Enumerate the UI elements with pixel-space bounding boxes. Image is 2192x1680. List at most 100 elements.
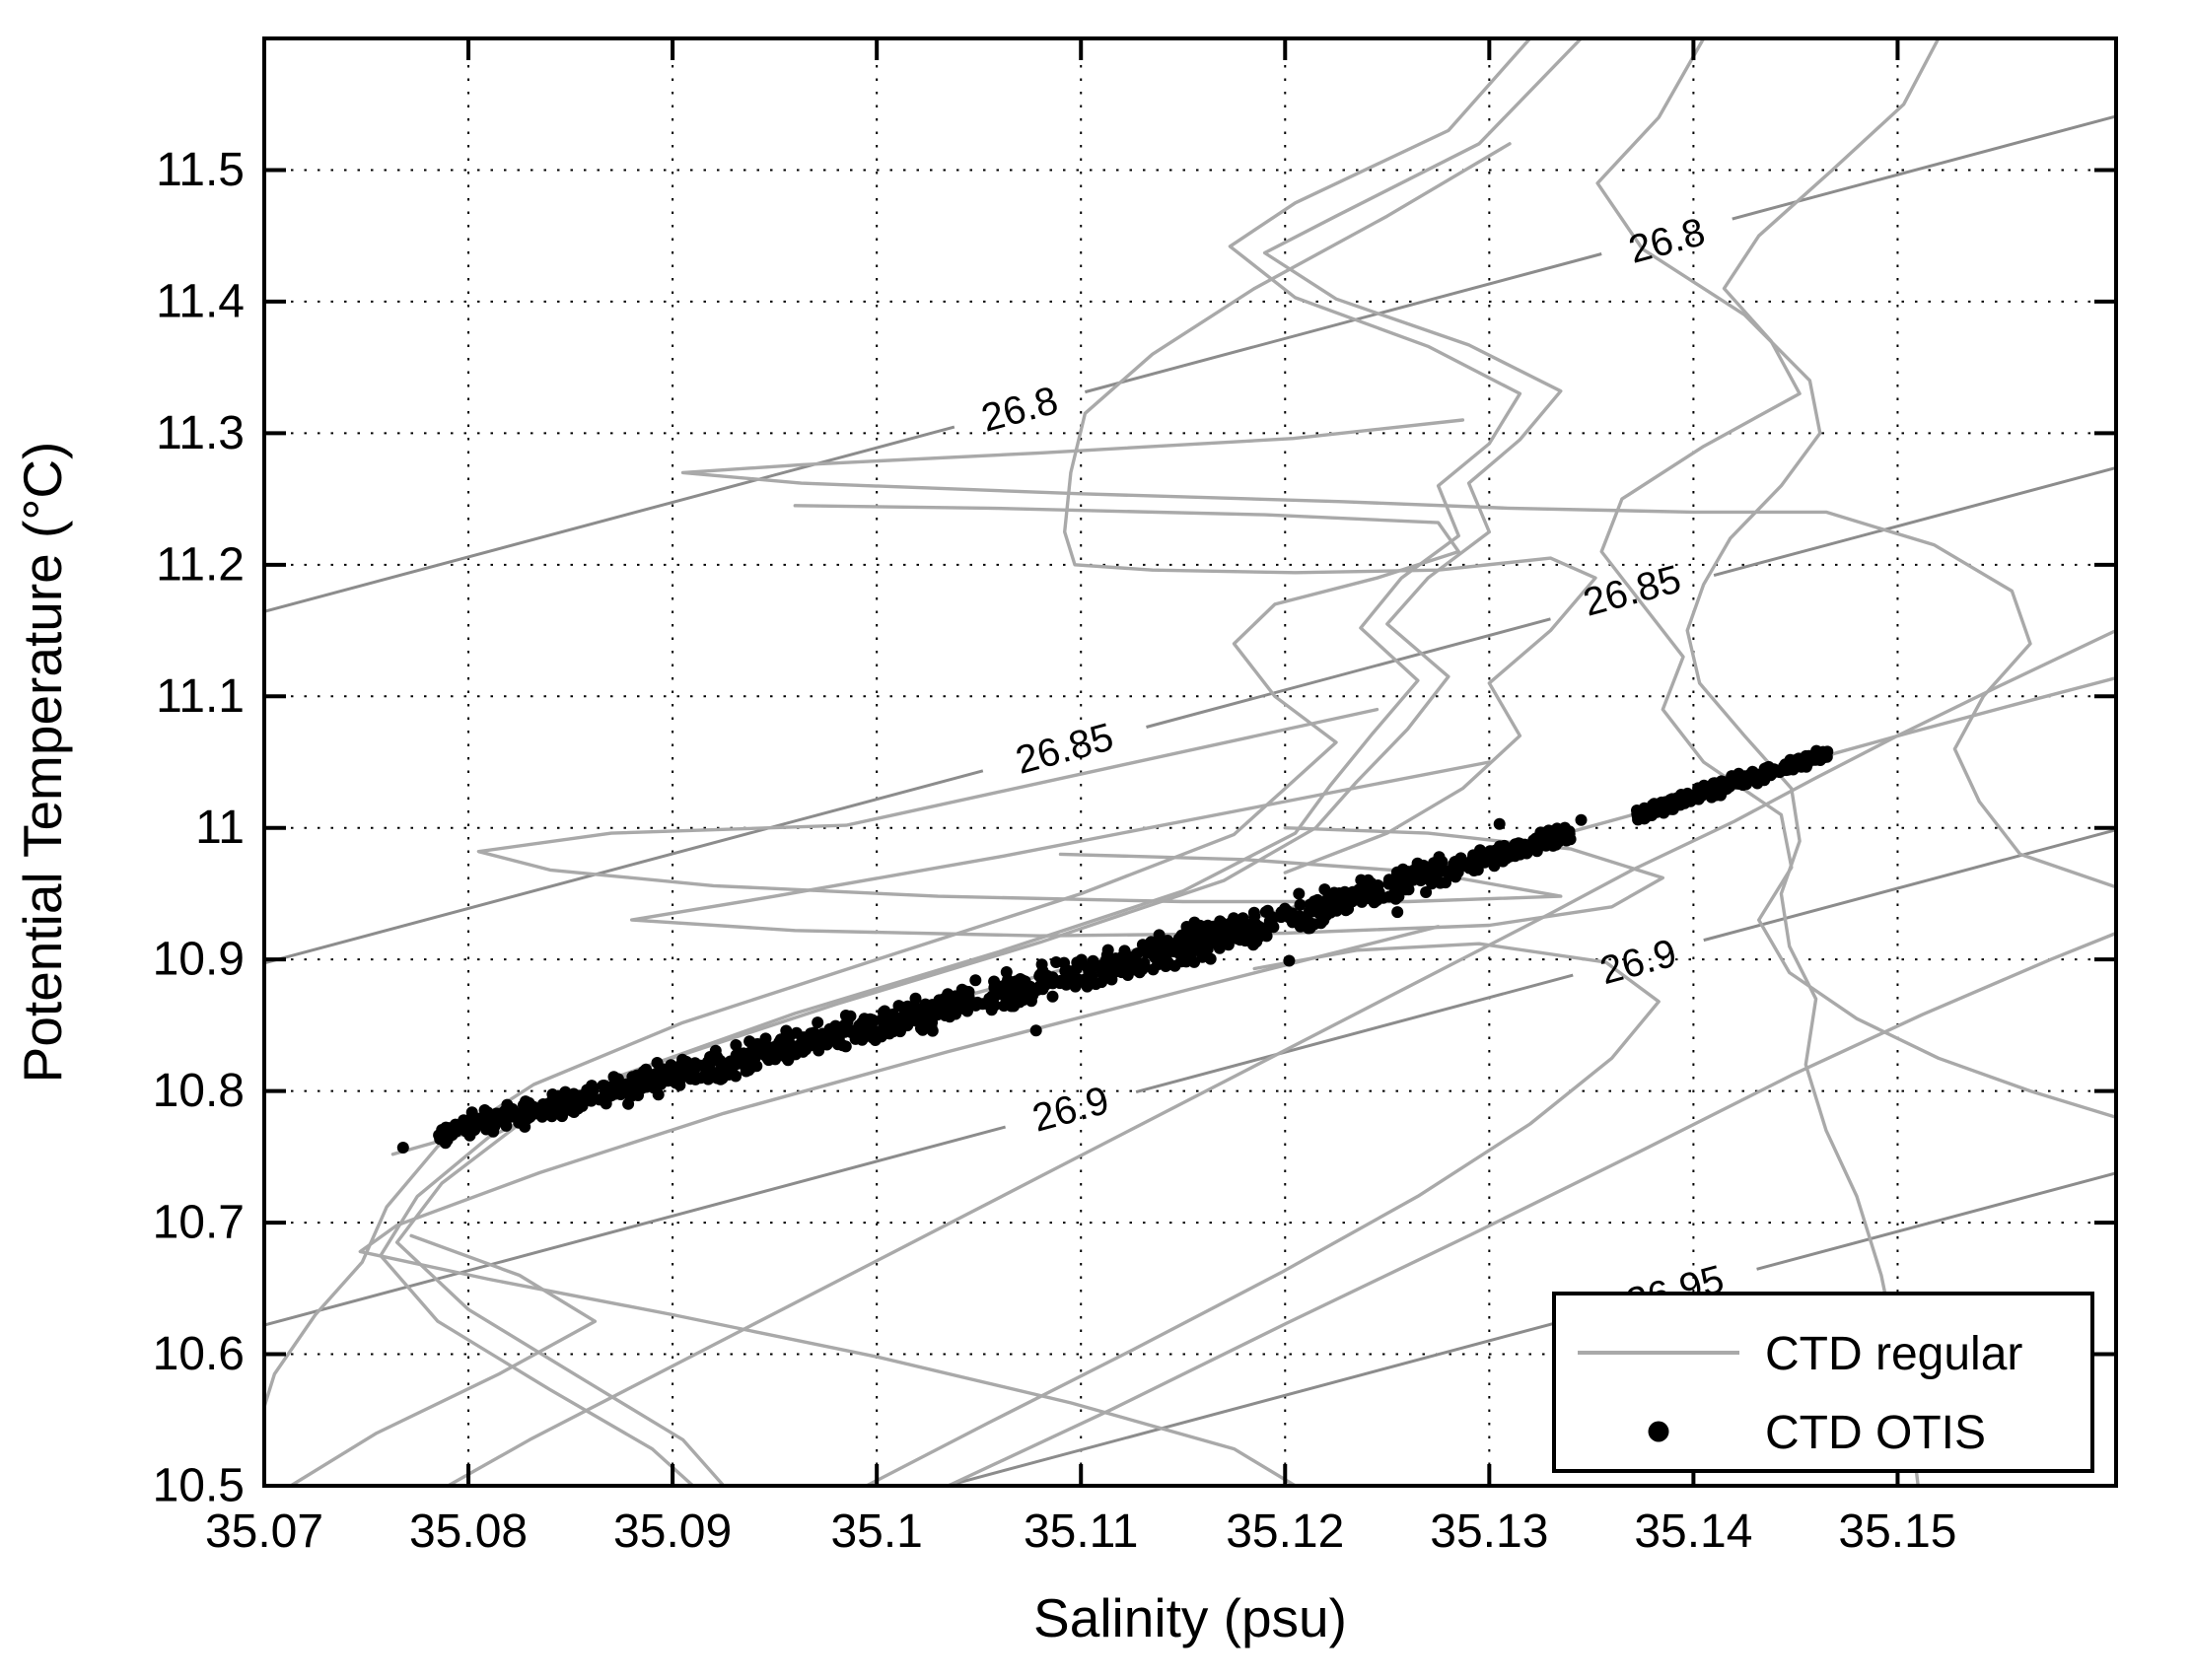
ctd-otis-dot xyxy=(719,1063,732,1076)
legend-box xyxy=(1552,1292,2094,1473)
ctd-otis-dot xyxy=(1425,875,1437,887)
ctd-otis-dot xyxy=(1516,847,1528,860)
isopycnal-26.9 xyxy=(1703,828,2116,943)
ctd-otis-dot xyxy=(983,992,996,1005)
ctd-regular-profile xyxy=(680,418,2116,889)
ctd-otis-dot xyxy=(841,1015,854,1028)
ctd-otis-dot xyxy=(856,1033,869,1046)
ctd-regular-profiles xyxy=(264,38,2116,1486)
ctd-regular-profile xyxy=(1595,38,1920,1486)
contour-label-26.85: 26.85 xyxy=(1579,557,1685,624)
ctd-otis-dot xyxy=(962,990,975,1003)
ctd-otis-dot xyxy=(998,1000,1011,1013)
y-tick-label: 10.6 xyxy=(153,1328,245,1380)
ctd-otis-dot xyxy=(1259,906,1272,918)
ctd-otis-dot xyxy=(906,1009,918,1021)
ctd-otis-dot xyxy=(1000,966,1013,978)
ctd-otis-dot xyxy=(1324,893,1337,906)
ctd-otis-dot xyxy=(1201,919,1214,932)
ctd-otis-dot xyxy=(1411,857,1424,870)
ctd-otis-dot xyxy=(877,1006,889,1018)
ctd-otis-dot xyxy=(1735,774,1748,787)
ctd-otis-dot xyxy=(961,1005,973,1017)
ctd-otis-dot xyxy=(1035,958,1048,971)
ctd-regular-profile xyxy=(264,504,1461,1409)
x-tick-label: 35.08 xyxy=(409,1505,528,1558)
ctd-otis-dot xyxy=(1800,760,1812,773)
ctd-regular-profile xyxy=(289,1233,598,1486)
ctd-otis-dot xyxy=(478,1104,491,1116)
ctd-otis-dot xyxy=(1293,887,1306,900)
ctd-otis-dot xyxy=(1646,809,1659,821)
ctd-otis-dot xyxy=(669,1063,681,1076)
ctd-otis-dot xyxy=(529,1105,541,1118)
ctd-otis-dot xyxy=(1265,916,1278,929)
ctd-regular-profile xyxy=(358,925,1441,1486)
x-tick-label: 35.13 xyxy=(1430,1505,1548,1558)
ctd-otis-dot xyxy=(1239,918,1252,931)
ctd-otis-dot xyxy=(1096,976,1108,989)
ctd-otis-dot xyxy=(1231,933,1243,945)
isopycnal-contours xyxy=(264,114,2116,1486)
ctd-otis-dot xyxy=(396,1142,409,1154)
y-tick-label: 10.8 xyxy=(153,1065,245,1117)
ctd-otis-dot xyxy=(598,1080,610,1091)
ctd-otis-dot xyxy=(1071,956,1084,969)
ctd-otis-dot xyxy=(1160,950,1172,963)
y-tick-label: 10.7 xyxy=(153,1197,245,1249)
ctd-otis-dot xyxy=(1283,954,1296,967)
ctd-otis-dot xyxy=(915,1008,928,1020)
ctd-otis-dot xyxy=(1532,839,1545,851)
x-axis-label: Salinity (psu) xyxy=(1033,1587,1347,1648)
contour-label-26.8: 26.8 xyxy=(977,379,1063,441)
ctd-otis-dot xyxy=(1658,798,1669,810)
y-tick-label: 11 xyxy=(195,802,245,854)
ctd-regular-profile xyxy=(1599,38,2116,1120)
ctd-otis-dot xyxy=(768,1041,781,1053)
y-tick-label: 11.4 xyxy=(156,275,245,327)
legend-label-ctd-regular: CTD regular xyxy=(1765,1328,2022,1380)
ctd-otis-dot xyxy=(1188,955,1201,968)
ctd-otis-dot xyxy=(587,1085,600,1097)
ctd-otis-dot xyxy=(1467,865,1480,876)
ctd-otis-dot xyxy=(709,1044,722,1057)
ctd-otis-dot xyxy=(1814,754,1826,766)
ctd-otis-dot xyxy=(1304,922,1316,935)
ctd-otis-dot xyxy=(1248,910,1261,923)
axes-frame xyxy=(262,36,2118,1488)
ctd-otis-dot xyxy=(1138,956,1151,969)
ctd-otis-dot xyxy=(1141,939,1154,951)
ctd-otis-dot xyxy=(572,1102,585,1115)
ctd-otis-dot xyxy=(1692,785,1705,798)
ctd-otis-dot xyxy=(630,1069,643,1082)
x-tick-label: 35.09 xyxy=(613,1505,732,1558)
ctd-otis-dot xyxy=(925,1012,938,1024)
y-tick-label: 10.9 xyxy=(153,934,245,986)
ctd-otis-dot xyxy=(1790,759,1803,772)
ctd-otis-dot xyxy=(487,1125,500,1138)
ctd-otis-dot xyxy=(1391,906,1404,919)
contour-label-26.9: 26.9 xyxy=(1595,932,1681,994)
ctd-otis-dot xyxy=(1225,917,1237,930)
ctd-otis-dot xyxy=(1346,885,1359,898)
ctd-otis-dot xyxy=(1317,908,1330,921)
ctd-otis-dot xyxy=(1362,874,1375,886)
ctd-otis-dot xyxy=(887,1018,900,1031)
ctd-otis-dot xyxy=(823,1022,836,1035)
ctd-regular-profile xyxy=(394,38,1584,1486)
ctd-otis-dot xyxy=(594,1093,606,1106)
ctd-otis-dot xyxy=(1046,971,1059,984)
legend-dot-sample xyxy=(1648,1421,1669,1442)
tick-labels: 35.07 35.08 35.09 35.1 35.11 35.12 35.13 35.14 3… xyxy=(153,144,1957,1558)
ctd-otis-dot xyxy=(1195,941,1208,953)
ctd-otis-dot xyxy=(1016,974,1028,987)
ctd-otis-dot xyxy=(738,1047,750,1060)
x-tick-label: 35.12 xyxy=(1226,1505,1344,1558)
ctd-otis-dot xyxy=(1420,886,1433,898)
ctd-otis-dot xyxy=(1182,941,1195,953)
y-axis-label: Potential Temperature (°C) xyxy=(12,442,73,1084)
ctd-otis-dot xyxy=(466,1121,479,1134)
ctd-otis-dot xyxy=(1214,915,1227,928)
ctd-otis-dot xyxy=(1500,852,1513,865)
